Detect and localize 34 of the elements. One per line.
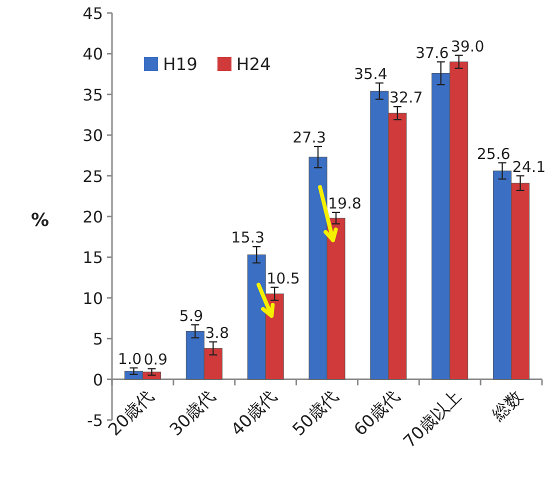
- y-tick-label: 15: [82, 248, 103, 268]
- y-tick-label: 10: [82, 288, 103, 308]
- data-label: 35.4: [354, 65, 388, 84]
- x-tick-label: 40歳代: [228, 386, 282, 440]
- y-tick-label: 5: [92, 330, 103, 349]
- legend-label: H19: [163, 55, 198, 75]
- x-tick-label: 50歳代: [289, 386, 343, 440]
- y-tick-label: 25: [82, 166, 103, 186]
- y-tick-label: 35: [82, 85, 103, 104]
- data-label: 27.3: [292, 128, 326, 146]
- y-tick-label: 0: [92, 370, 103, 390]
- data-label: 15.3: [231, 228, 265, 247]
- data-label: 25.6: [476, 144, 510, 163]
- x-tick-label: 20歳代: [104, 386, 158, 440]
- x-tick-label: 60歳代: [350, 386, 404, 440]
- data-label: 37.6: [415, 44, 449, 62]
- data-label: 19.8: [328, 194, 362, 212]
- y-tick-label: 45: [82, 4, 103, 23]
- data-label: 3.8: [205, 324, 229, 342]
- data-label: 0.9: [144, 350, 168, 369]
- data-label: 10.5: [266, 269, 300, 288]
- y-tick-label: 40: [82, 44, 103, 64]
- y-axis-title: %: [30, 210, 50, 231]
- data-label: 32.7: [389, 88, 423, 107]
- data-label: 5.9: [179, 306, 204, 325]
- data-label: 1.0: [118, 350, 142, 368]
- y-tick-label: 30: [82, 126, 103, 146]
- y-tick-label: 20: [82, 208, 103, 226]
- data-label: 39.0: [450, 37, 484, 56]
- legend-label: H24: [236, 55, 271, 75]
- data-label: 24.1: [512, 158, 546, 176]
- y-tick-label: -5: [87, 411, 103, 430]
- x-tick-label: 総数: [488, 386, 527, 426]
- x-tick-label: 30歳代: [166, 386, 220, 440]
